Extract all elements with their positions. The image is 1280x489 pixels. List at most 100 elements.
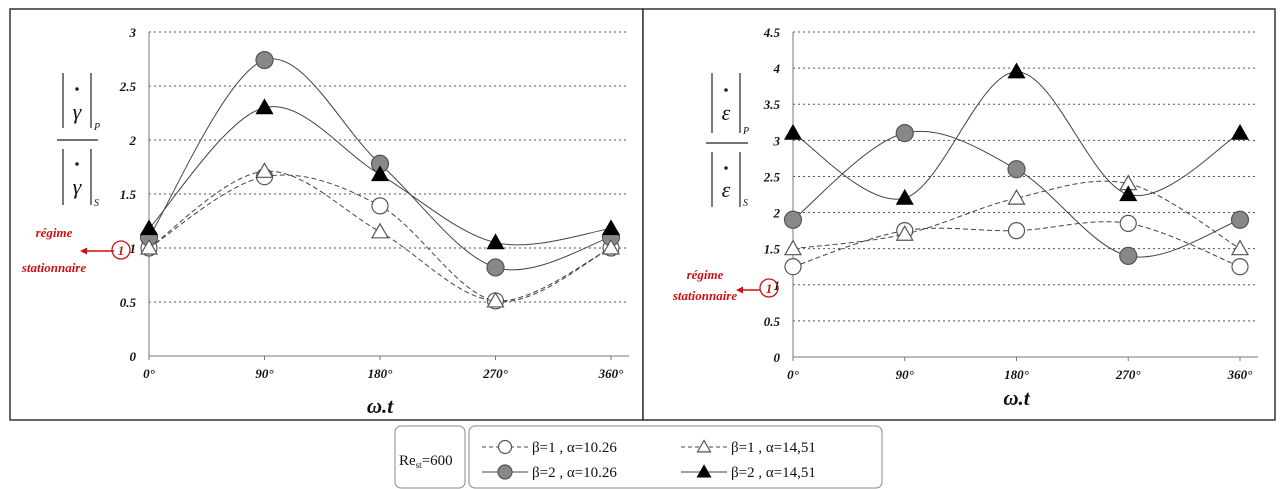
- data-point: [255, 162, 274, 178]
- y-tick-label: 2.5: [763, 169, 781, 184]
- data-point: [1119, 214, 1137, 232]
- data-point: [1007, 222, 1026, 240]
- y-sub-bottom: S: [94, 198, 99, 209]
- series-line: [792, 221, 1241, 268]
- data-point: [601, 238, 621, 255]
- x-tick-label: 270°: [482, 366, 509, 381]
- data-point: [139, 238, 159, 255]
- series-3: [139, 162, 621, 308]
- x-tick-label: 360°: [1227, 367, 1254, 382]
- data-point: [371, 197, 389, 215]
- y-symbol-bottom: γ: [73, 174, 83, 199]
- chart-right: 0 0.5 1 1.5 2 2.5 3 3.5 4 4.5 0° 90° 180° 270° 360° ω.t: [763, 25, 1258, 410]
- y-label-left: γ P γ S: [57, 73, 100, 209]
- x-tick-label: 180°: [368, 366, 394, 381]
- legend-series-box: [468, 425, 883, 489]
- x-tick-label: 180°: [1004, 367, 1030, 382]
- y-tick-label: 1.5: [764, 242, 781, 257]
- series-4: [783, 62, 1250, 205]
- legend: Rest=600 β=1 , α=10.26 β=1 , α=14,51 β=2 ,…: [394, 425, 883, 489]
- annotation-line1: régime: [687, 267, 724, 282]
- y-tick-label: 0.5: [120, 295, 137, 310]
- data-point: [784, 258, 802, 276]
- left-panel-frame: [9, 8, 644, 421]
- y-symbol-top: ε: [722, 100, 731, 125]
- y-tick-label: 2: [773, 206, 781, 221]
- data-point: [370, 222, 390, 239]
- data-point: [783, 239, 803, 256]
- data-point: [139, 219, 159, 236]
- y-tick-label: 1: [774, 278, 781, 293]
- data-point: [1230, 123, 1250, 140]
- annotation-marker: 1: [766, 281, 773, 296]
- y-symbol-bottom: ε: [722, 177, 731, 202]
- data-point: [1230, 239, 1250, 256]
- series-line: [792, 180, 1241, 250]
- right-panel-frame: [642, 8, 1276, 421]
- legend-item: β=1 , α=10.26: [482, 439, 617, 456]
- x-tick-label: 90°: [896, 367, 915, 382]
- annotation-line2: stationnaire: [672, 288, 738, 303]
- annotation-left: régime stationnaire 1: [21, 225, 131, 275]
- data-point: [1007, 62, 1026, 79]
- x-tick-label: 270°: [1115, 367, 1142, 382]
- legend-label: β=2 , α=10.26: [532, 465, 617, 481]
- annotation-right: régime stationnaire 1: [672, 267, 779, 303]
- data-point: [895, 124, 914, 143]
- legend-marker: [497, 439, 513, 455]
- legend-label: β=1 , α=14,51: [731, 440, 816, 456]
- data-point: [783, 210, 803, 229]
- y-sub-bottom: S: [743, 198, 748, 209]
- legend-label: β=2 , α=14,51: [731, 465, 816, 481]
- x-axis-label: ω.t: [367, 394, 394, 418]
- data-point: [255, 50, 274, 70]
- x-axis-label: ω.t: [1003, 386, 1030, 410]
- data-point: [486, 258, 505, 277]
- data-point: [255, 98, 274, 115]
- series-line: [148, 106, 612, 246]
- y-tick-label: 0.5: [764, 314, 781, 329]
- x-tick-label: 360°: [598, 366, 625, 381]
- data-point: [1231, 258, 1249, 276]
- data-point: [1119, 246, 1138, 265]
- data-point: [783, 123, 803, 140]
- legend-item: β=1 , α=14,51: [681, 439, 816, 456]
- legend-label: β=1 , α=10.26: [532, 440, 617, 456]
- legend-marker: [497, 464, 513, 480]
- legend-marker: [696, 439, 712, 453]
- annotation-line2: stationnaire: [21, 260, 87, 275]
- data-point: [1007, 160, 1026, 179]
- y-tick-label: 3: [773, 133, 781, 148]
- series-4: [139, 98, 621, 250]
- legend-item: β=2 , α=10.26: [482, 464, 617, 481]
- series-2: [783, 124, 1250, 265]
- y-tick-label: 1.5: [120, 187, 137, 202]
- y-sub-top: P: [93, 122, 100, 133]
- data-point: [486, 233, 505, 250]
- data-point: [1230, 210, 1250, 229]
- data-point: [1119, 185, 1138, 202]
- legend-re-label: Rest=600: [399, 453, 453, 470]
- chart-left: 0 0.5 1 1.5 2 2.5 3 0° 90° 180° 270° 360° ω.t: [119, 25, 629, 418]
- y-tick-label: 4: [773, 61, 781, 76]
- y-symbol-top: γ: [73, 99, 83, 124]
- data-point: [601, 219, 621, 236]
- y-tick-label: 2.5: [119, 79, 137, 94]
- y-sub-top: P: [742, 126, 749, 137]
- x-tick-label: 0°: [787, 367, 800, 382]
- y-tick-label: 1: [130, 241, 137, 256]
- y-label-right: ε P ε S: [706, 73, 749, 209]
- data-point: [486, 291, 505, 308]
- y-tick-label: 3.5: [763, 97, 781, 112]
- data-point: [895, 188, 914, 205]
- y-tick-label: 2: [129, 133, 137, 148]
- series-3: [783, 174, 1250, 256]
- data-point: [370, 165, 390, 182]
- y-tick-label: 3: [129, 25, 137, 40]
- x-tick-label: 0°: [143, 366, 156, 381]
- legend-item: β=2 , α=14,51: [681, 464, 816, 481]
- series-line: [148, 58, 612, 271]
- x-tick-label: 90°: [255, 366, 274, 381]
- y-tick-label: 0: [130, 349, 137, 364]
